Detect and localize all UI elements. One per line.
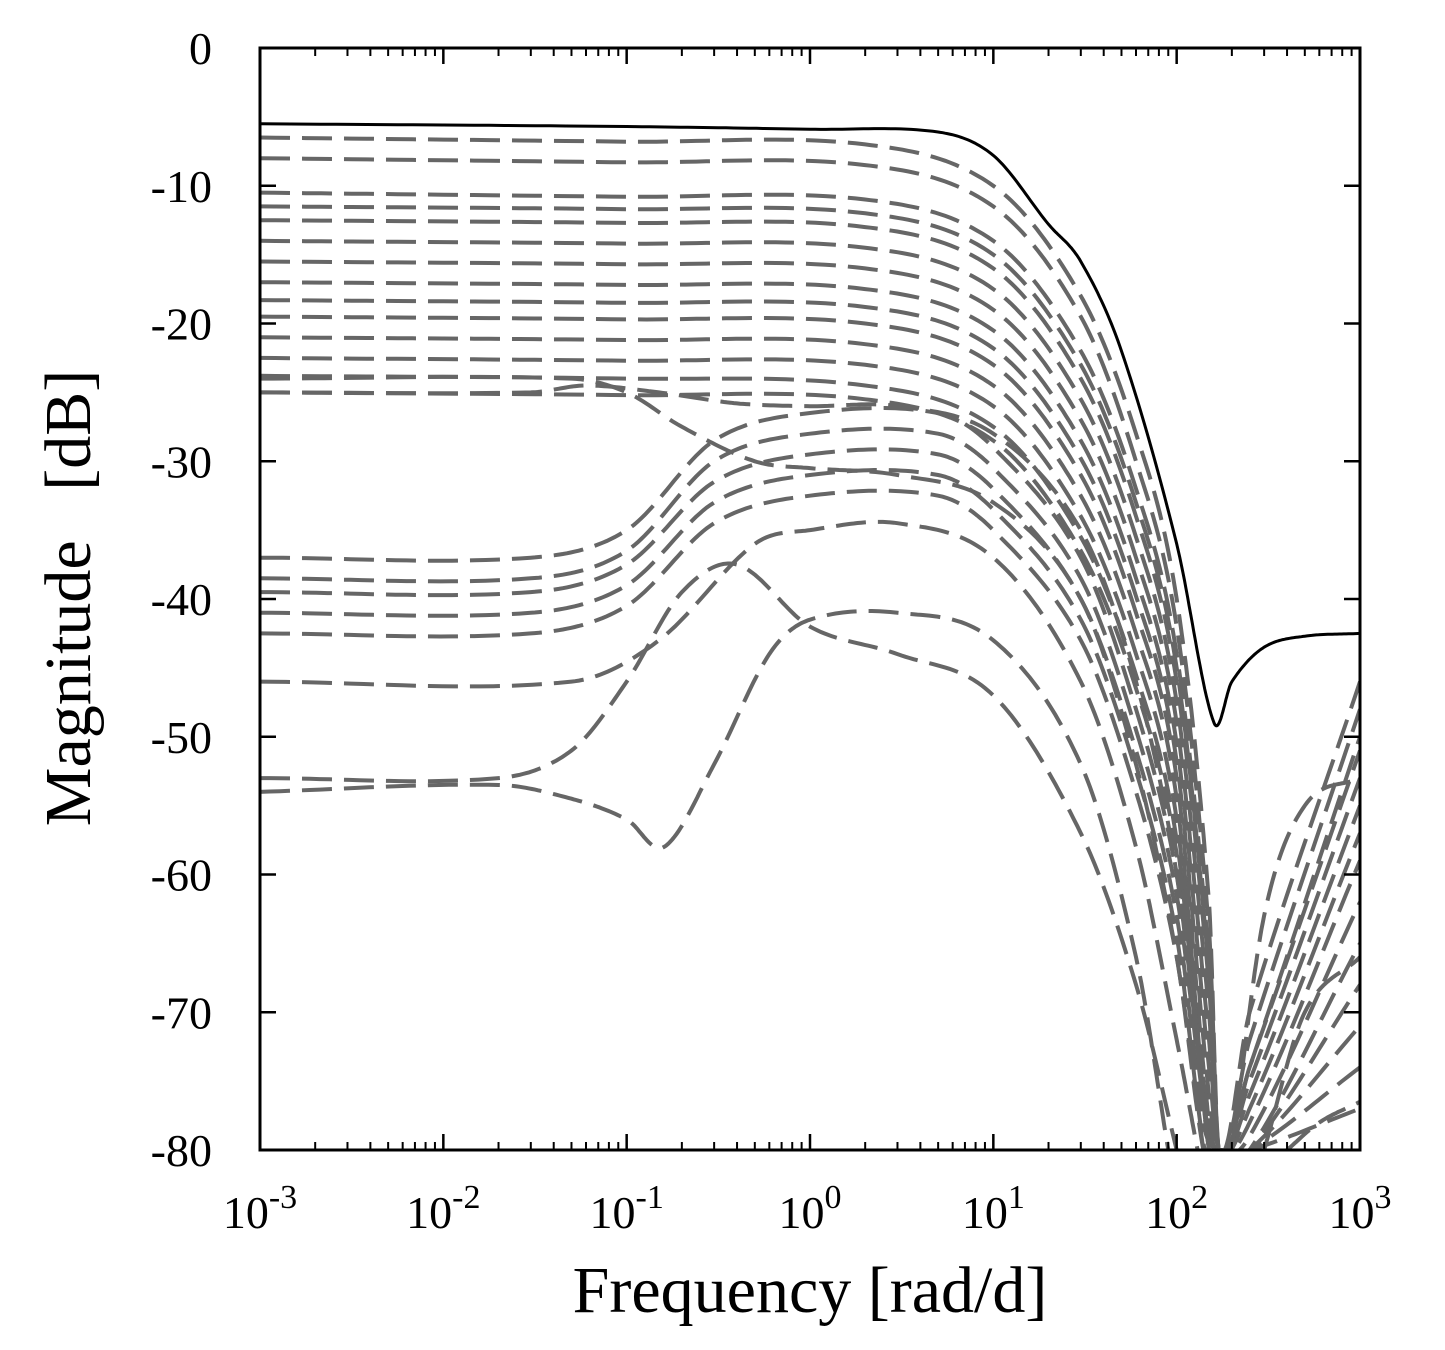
dashed-curve xyxy=(260,355,1360,1150)
dashed-curve xyxy=(260,390,1360,1150)
dashed-curve xyxy=(260,406,1217,1150)
dashed-curve xyxy=(260,335,1360,1150)
dashed-curve xyxy=(260,468,1215,1150)
dashed-curve xyxy=(260,519,1200,1150)
dashed-curve xyxy=(260,259,1360,1150)
y-tick-label: -80 xyxy=(151,1125,212,1176)
y-tick-label: 0 xyxy=(189,23,212,74)
x-tick-label: 101 xyxy=(962,1179,1025,1238)
x-tick-label: 10-1 xyxy=(590,1179,664,1238)
dashed-curve xyxy=(1229,776,1360,1150)
dashed-curve xyxy=(260,156,1360,1150)
y-axis-title: Magnitude [dB] xyxy=(32,370,105,826)
y-tick-label: -30 xyxy=(151,436,212,487)
axis-ticks xyxy=(258,46,1362,1152)
envelope-layer xyxy=(260,122,1360,728)
dashed-curve xyxy=(260,314,1360,1150)
y-tick-label: -20 xyxy=(151,299,212,350)
dashed-curve xyxy=(260,238,1360,1150)
x-tick-label: 10-3 xyxy=(223,1179,297,1238)
x-tick-label: 102 xyxy=(1145,1179,1208,1238)
dashed-curve xyxy=(1285,1099,1360,1150)
dashed-curve xyxy=(1262,955,1360,1150)
x-tick-label: 100 xyxy=(779,1179,842,1238)
dashed-curve xyxy=(260,280,1360,1150)
dashed-curve xyxy=(260,609,1171,1150)
dashed-curve xyxy=(260,561,1179,1150)
y-tick-labels: 0 -10 -20 -30 -40 -50 -60 -70 -80 xyxy=(151,23,212,1176)
y-tick-label: -70 xyxy=(151,987,212,1038)
dashed-curve xyxy=(260,447,1216,1150)
x-tick-label: 10-2 xyxy=(406,1179,480,1238)
y-tick-label: -40 xyxy=(151,574,212,625)
x-tick-labels: 10-3 10-2 10-1 100 101 102 103 xyxy=(223,1179,1392,1238)
dashed-curve xyxy=(260,190,1360,1150)
curves-layer xyxy=(260,135,1360,1150)
dashed-curve xyxy=(260,488,1215,1150)
x-tick-label: 103 xyxy=(1329,1179,1392,1238)
envelope-curve xyxy=(260,122,1360,728)
dashed-curve xyxy=(260,383,1211,1150)
y-tick-label: -50 xyxy=(151,712,212,763)
x-axis-title: Frequency [rad/d] xyxy=(573,1254,1048,1327)
y-tick-label: -10 xyxy=(151,161,212,212)
dashed-curve xyxy=(260,298,1360,1150)
y-tick-label: -60 xyxy=(151,850,212,901)
dashed-curve xyxy=(260,135,1360,1150)
dashed-curve xyxy=(260,426,1217,1150)
